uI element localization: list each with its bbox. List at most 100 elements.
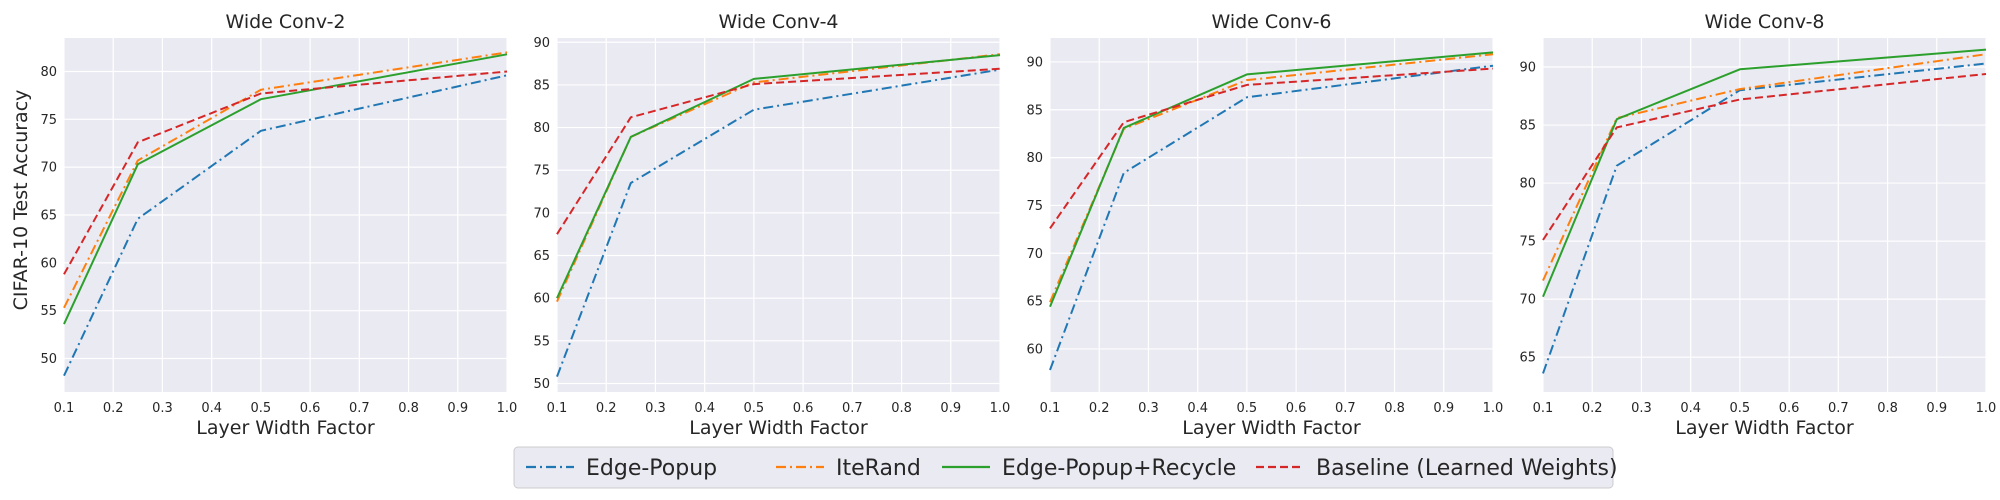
y-tick-label: 65 — [533, 249, 550, 264]
x-tick-label: 0.7 — [349, 401, 370, 416]
series-line-edge-popup-recycle — [1049, 51, 1494, 308]
x-tick-label: 0.3 — [1138, 401, 1159, 416]
legend-label: Edge-Popup+Recycle — [1002, 456, 1236, 481]
panel-2: 0.1 0.2 0.3 0.4 0.5 0.6 0.7 0.8 0.9 1.0 50 55 60 65 70… — [533, 11, 1010, 439]
legend-label: IteRand — [836, 456, 921, 481]
x-tick-label: 0.6 — [793, 401, 814, 416]
series-line-edge-popup-recycle — [1542, 48, 1987, 298]
plot-area — [557, 38, 1000, 392]
x-tick-label: 0.3 — [152, 401, 173, 416]
x-tick-label: 1.0 — [1976, 401, 1997, 416]
plot-area — [1543, 38, 1986, 392]
series-line-edge-popup-recycle — [63, 53, 508, 325]
y-tick-label: 90 — [1026, 55, 1043, 70]
y-tick-label: 80 — [1519, 177, 1536, 192]
series-line-iterand — [556, 53, 1001, 303]
x-tick-label: 0.2 — [596, 401, 617, 416]
x-tick-label: 0.9 — [1433, 401, 1454, 416]
series-line-edge-popup — [63, 74, 508, 377]
series-line-edge-popup — [1049, 64, 1494, 371]
x-tick-label: 0.9 — [447, 401, 468, 416]
x-tick-label: 0.8 — [1384, 401, 1405, 416]
x-tick-label: 0.4 — [1680, 401, 1701, 416]
x-tick-label: 0.7 — [1828, 401, 1849, 416]
x-tick-label: 0.4 — [694, 401, 715, 416]
y-tick-label: 55 — [40, 304, 57, 319]
series-line-baseline-learned-weights — [1542, 73, 1987, 241]
x-tick-label: 1.0 — [990, 401, 1011, 416]
x-tick-label: 0.9 — [1926, 401, 1947, 416]
y-tick-label: 75 — [1519, 235, 1536, 250]
y-tick-label: 90 — [1519, 61, 1536, 76]
y-tick-label: 70 — [533, 206, 550, 221]
y-tick-label: 85 — [1026, 103, 1043, 118]
plot-area — [1050, 38, 1493, 392]
x-axis-title: Layer Width Factor — [1675, 417, 1854, 439]
legend-entry-baseline-learned-weights: Baseline (Learned Weights) — [1256, 456, 1618, 481]
x-tick-label: 0.7 — [842, 401, 863, 416]
x-tick-label: 0.3 — [1631, 401, 1652, 416]
legend: Edge-Popup IteRand Edge-Popup+Recycle Basel… — [513, 446, 1618, 489]
x-tick-label: 0.6 — [300, 401, 321, 416]
y-tick-label: 75 — [533, 164, 550, 179]
x-tick-label: 0.1 — [1040, 401, 1061, 416]
x-axis-title: Layer Width Factor — [689, 417, 868, 439]
y-axis-title: CIFAR-10 Test Accuracy — [10, 90, 32, 311]
series-line-edge-popup — [556, 68, 1001, 377]
x-tick-label: 0.5 — [1730, 401, 1751, 416]
y-tick-label: 60 — [1026, 342, 1043, 357]
y-tick-label: 50 — [533, 377, 550, 392]
x-tick-label: 0.2 — [1582, 401, 1603, 416]
panel-1: 0.1 0.2 0.3 0.4 0.5 0.6 0.7 0.8 0.9 1.0 50 55 60 65 70… — [40, 11, 517, 439]
legend-entry-edge-popup-recycle: Edge-Popup+Recycle — [942, 456, 1236, 481]
x-tick-label: 0.5 — [1237, 401, 1258, 416]
series-line-iterand — [63, 51, 508, 309]
panels: 0.1 0.2 0.3 0.4 0.5 0.6 0.7 0.8 0.9 1.0 50 55 60 65 70… — [40, 11, 1996, 439]
x-tick-label: 0.1 — [1533, 401, 1554, 416]
x-tick-label: 0.9 — [940, 401, 961, 416]
y-tick-label: 85 — [1519, 119, 1536, 134]
x-tick-label: 0.8 — [398, 401, 419, 416]
y-tick-label: 60 — [533, 292, 550, 307]
x-tick-label: 0.5 — [251, 401, 272, 416]
legend-entry-iterand: IteRand — [776, 456, 921, 481]
y-tick-label: 75 — [40, 113, 57, 128]
legend-label: Edge-Popup — [586, 456, 717, 481]
series-line-baseline-learned-weights — [63, 70, 508, 275]
x-tick-label: 0.7 — [1335, 401, 1356, 416]
panel-4: 0.1 0.2 0.3 0.4 0.5 0.6 0.7 0.8 0.9 1.0 65 70 75 80 85… — [1519, 11, 1996, 439]
x-axis-title: Layer Width Factor — [1182, 417, 1361, 439]
y-tick-label: 90 — [533, 36, 550, 51]
series-line-baseline-learned-weights — [1049, 67, 1494, 229]
y-tick-label: 65 — [1026, 295, 1043, 310]
legend-box — [513, 446, 1614, 489]
series-line-edge-popup — [1542, 62, 1987, 374]
x-tick-label: 0.6 — [1286, 401, 1307, 416]
y-tick-label: 80 — [40, 65, 57, 80]
panel-3: 0.1 0.2 0.3 0.4 0.5 0.6 0.7 0.8 0.9 1.0 60 65 70 75 80… — [1026, 11, 1503, 439]
y-tick-label: 70 — [40, 161, 57, 176]
y-tick-label: 80 — [533, 121, 550, 136]
x-tick-label: 0.3 — [645, 401, 666, 416]
y-tick-label: 70 — [1026, 247, 1043, 262]
x-tick-label: 0.1 — [54, 401, 75, 416]
series-line-edge-popup-recycle — [556, 54, 1001, 299]
x-tick-label: 0.2 — [1089, 401, 1110, 416]
panel-title: Wide Conv-8 — [1704, 11, 1824, 33]
x-tick-label: 1.0 — [497, 401, 518, 416]
legend-label: Baseline (Learned Weights) — [1316, 456, 1618, 481]
x-axis-title: Layer Width Factor — [196, 417, 375, 439]
x-tick-label: 0.8 — [891, 401, 912, 416]
x-tick-label: 0.1 — [547, 401, 568, 416]
panel-title: Wide Conv-6 — [1211, 11, 1331, 33]
y-tick-label: 75 — [1026, 199, 1043, 214]
panel-title: Wide Conv-4 — [718, 11, 838, 33]
y-tick-label: 60 — [40, 256, 57, 271]
x-tick-label: 0.8 — [1877, 401, 1898, 416]
y-tick-label: 55 — [533, 334, 550, 349]
y-tick-label: 65 — [40, 209, 57, 224]
legend-entry-edge-popup: Edge-Popup — [526, 456, 717, 481]
x-tick-label: 0.6 — [1779, 401, 1800, 416]
x-tick-label: 1.0 — [1483, 401, 1504, 416]
